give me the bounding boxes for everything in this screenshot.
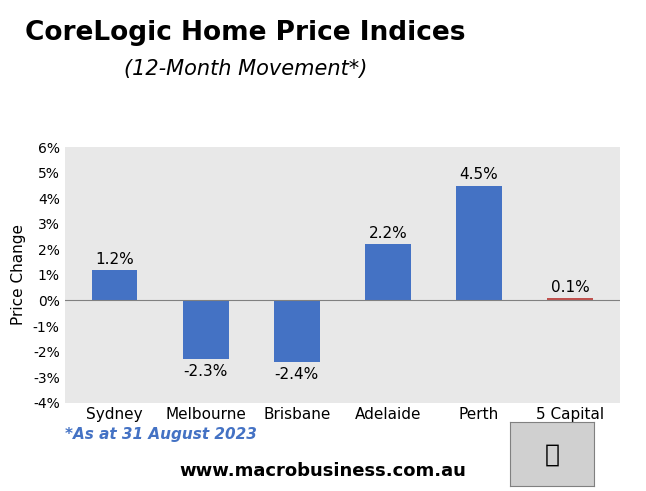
- Text: CoreLogic Home Price Indices: CoreLogic Home Price Indices: [25, 20, 466, 46]
- Text: -2.4%: -2.4%: [275, 367, 319, 382]
- Text: *As at 31 August 2023: *As at 31 August 2023: [65, 427, 256, 442]
- Y-axis label: Price Change: Price Change: [11, 224, 26, 326]
- Text: -2.3%: -2.3%: [183, 364, 228, 380]
- Text: 0.1%: 0.1%: [550, 279, 589, 295]
- Text: www.macrobusiness.com.au: www.macrobusiness.com.au: [180, 463, 466, 480]
- Bar: [456, 186, 502, 300]
- Bar: [183, 300, 229, 359]
- Bar: [92, 270, 138, 300]
- Text: 🐺: 🐺: [545, 442, 560, 466]
- Bar: [547, 298, 593, 300]
- Text: 4.5%: 4.5%: [459, 167, 498, 182]
- Text: MACRO: MACRO: [488, 37, 585, 61]
- Text: (12-Month Movement*): (12-Month Movement*): [124, 59, 367, 79]
- Text: 1.2%: 1.2%: [96, 251, 134, 267]
- Text: BUSINESS: BUSINESS: [482, 79, 590, 98]
- Text: 2.2%: 2.2%: [368, 226, 407, 241]
- Bar: [274, 300, 320, 362]
- Bar: [365, 245, 411, 300]
